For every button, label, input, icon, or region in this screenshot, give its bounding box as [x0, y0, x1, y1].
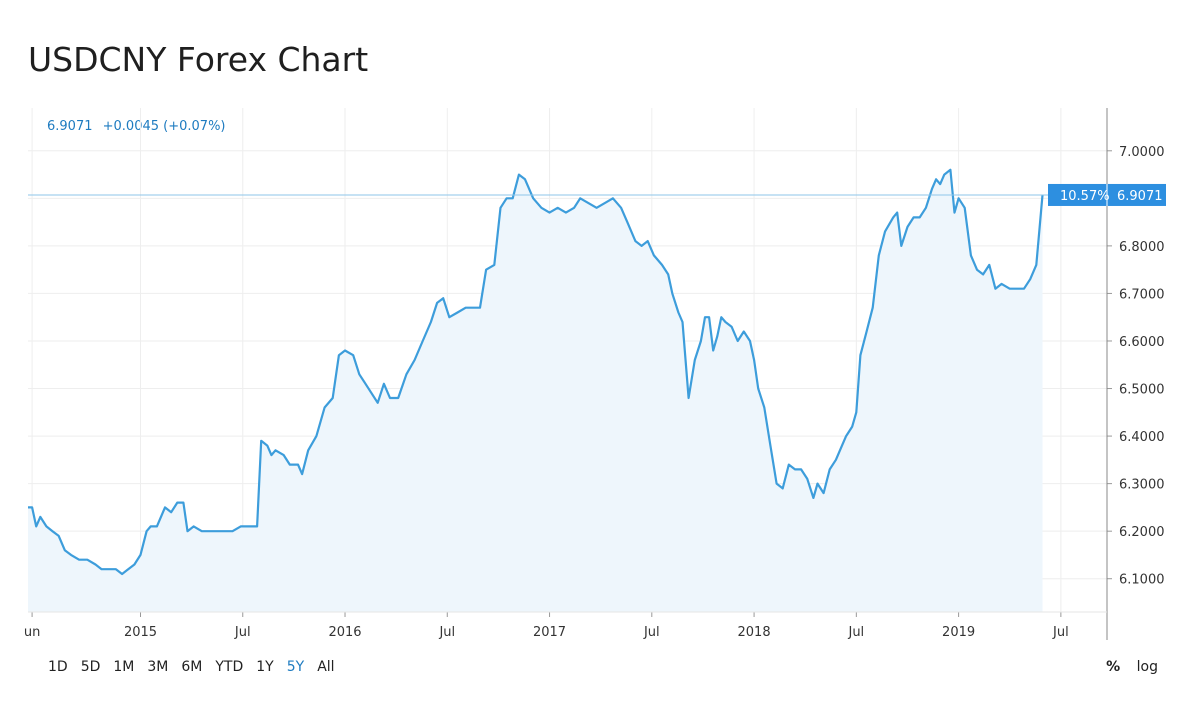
range-button-1y[interactable]: 1Y — [256, 659, 274, 675]
quote-readout: 6.9071 +0.0045 (+0.07%) — [47, 119, 232, 134]
range-button-all[interactable]: All — [317, 659, 335, 675]
range-button-1m[interactable]: 1M — [113, 659, 135, 675]
quote-change: +0.0045 (+0.07%) — [102, 119, 226, 134]
scale-options: % log — [1106, 659, 1158, 675]
x-tick-label: 2015 — [124, 625, 157, 640]
x-tick-label: Jul — [643, 625, 660, 640]
range-button-5d[interactable]: 5D — [80, 659, 101, 675]
x-tick-label: Jul — [847, 625, 864, 640]
range-button-1d[interactable]: 1D — [48, 659, 68, 675]
y-tick-label: 6.7000 — [1119, 287, 1165, 302]
percent-toggle[interactable]: % — [1106, 659, 1121, 675]
y-tick-label: 6.8000 — [1119, 240, 1165, 255]
y-tick-label: 6.1000 — [1119, 573, 1165, 588]
y-tick-label: 6.2000 — [1119, 525, 1165, 540]
last-price-label: 10.57% 6.9071 — [1048, 183, 1166, 206]
x-tick-label: Jul — [1052, 625, 1069, 640]
x-tick-label: Jul — [234, 625, 251, 640]
y-tick-label: 6.3000 — [1119, 478, 1165, 493]
last-price-value: 6.9071 — [1117, 189, 1163, 204]
y-tick-label: 7.0000 — [1119, 145, 1165, 160]
x-tick-label: 2018 — [738, 625, 771, 640]
range-button-6m[interactable]: 6M — [181, 659, 203, 675]
y-tick-label: 6.6000 — [1119, 335, 1165, 350]
x-tick-label: 2016 — [328, 625, 361, 640]
y-tick-label: 6.4000 — [1119, 430, 1165, 445]
x-tick-label: 2017 — [533, 625, 566, 640]
price-area-fill — [28, 169, 1043, 613]
x-tick-label: un — [24, 625, 40, 640]
quote-price: 6.9071 — [47, 119, 93, 134]
y-tick-label: 6.5000 — [1119, 383, 1165, 398]
last-price-percent: 10.57% — [1060, 189, 1110, 204]
x-tick-label: 2019 — [942, 625, 975, 640]
price-line — [28, 168, 1044, 576]
chart-title: USDCNY Forex Chart — [28, 40, 369, 79]
range-button-ytd[interactable]: YTD — [215, 659, 244, 675]
log-toggle[interactable]: log — [1136, 659, 1158, 675]
range-button-5y[interactable]: 5Y — [286, 659, 305, 675]
range-selector: 1D 5D 1M 3M 6M YTD 1Y 5Y All — [48, 659, 348, 675]
x-tick-label: Jul — [438, 625, 455, 640]
range-button-3m[interactable]: 3M — [147, 659, 169, 675]
x-axis: un 2015 Jul 2016 Jul 2017 Jul 2018 Jul 2019 Jul — [24, 611, 1107, 640]
